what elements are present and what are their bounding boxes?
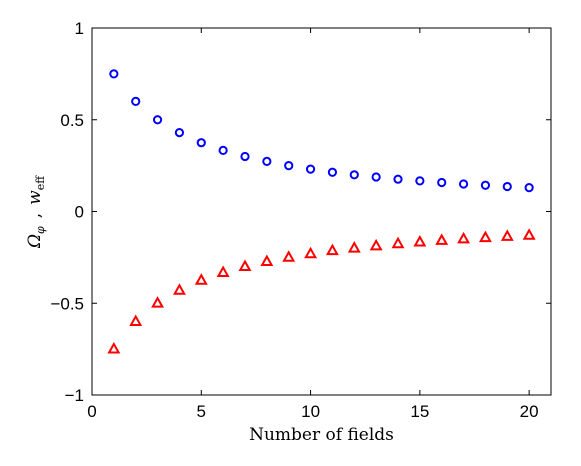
triangle-point <box>325 243 339 256</box>
circle-point <box>196 138 206 148</box>
triangle-point <box>107 341 121 354</box>
circle-point <box>218 145 228 155</box>
triangle-point <box>282 250 296 262</box>
circle-point <box>284 161 294 171</box>
x-tick-label: 10 <box>301 402 320 421</box>
triangle-point <box>369 238 383 251</box>
circle-point <box>393 174 403 184</box>
x-tick-label: 20 <box>520 402 539 421</box>
circle-point <box>152 115 163 125</box>
triangle-point <box>413 234 427 247</box>
y-tick-label: 0 <box>75 203 84 222</box>
svg-text:Ωφ,weff: Ωφ, weff <box>25 175 47 249</box>
plot-area <box>91 27 552 396</box>
y-axis-label-sep: , <box>25 213 45 218</box>
circle-point <box>109 69 119 79</box>
y-tick-label: −1 <box>65 386 84 405</box>
circle-point <box>349 170 359 180</box>
circle-point <box>305 164 316 174</box>
y-axis-label-w-sub: eff <box>34 175 47 191</box>
y-axis-label-w: w <box>25 190 45 205</box>
triangle-point <box>435 233 449 245</box>
triangle-point <box>194 273 208 285</box>
x-axis-label: Number of fields <box>249 425 394 445</box>
circle-point <box>240 151 250 162</box>
circle-point <box>480 180 491 190</box>
circle-point <box>415 176 425 186</box>
y-tick-label: −0.5 <box>50 294 84 313</box>
triangle-point <box>172 283 186 295</box>
x-tick-label: 5 <box>197 402 206 421</box>
triangle-point <box>478 230 492 243</box>
circle-point <box>524 183 534 193</box>
circle-point <box>174 127 185 138</box>
triangle-point <box>522 228 536 240</box>
y-tick-label: 1 <box>75 19 84 38</box>
ticks-layer: 0 5 10 15 20 −1 −0.5 0 0.5 1 <box>50 19 551 421</box>
triangle-point <box>500 229 514 241</box>
y-axis-label: Ωφ, weff <box>25 175 47 249</box>
marks-layer <box>107 69 536 354</box>
y-axis-label-omega-sub: φ <box>34 226 47 234</box>
triangle-point <box>347 241 361 253</box>
circle-point <box>262 156 272 167</box>
circle-point <box>131 96 141 107</box>
x-tick-label: 15 <box>410 402 429 421</box>
circle-point <box>437 177 447 188</box>
circle-point <box>371 172 381 182</box>
x-tick-label: 0 <box>87 402 96 421</box>
triangle-point <box>216 265 230 278</box>
series-circle-group <box>109 69 534 193</box>
circle-point <box>458 179 469 189</box>
series-triangle-group <box>107 228 536 354</box>
triangle-point <box>304 246 318 259</box>
triangle-point <box>151 296 165 308</box>
triangle-point <box>238 259 252 271</box>
y-axis-label-omega: Ω <box>25 234 45 249</box>
triangle-point <box>129 314 143 326</box>
triangle-point <box>391 236 405 249</box>
circle-point <box>327 167 338 177</box>
triangle-point <box>260 254 274 266</box>
circle-point <box>502 181 512 192</box>
triangle-point <box>457 231 471 244</box>
y-tick-label: 0.5 <box>60 111 84 130</box>
